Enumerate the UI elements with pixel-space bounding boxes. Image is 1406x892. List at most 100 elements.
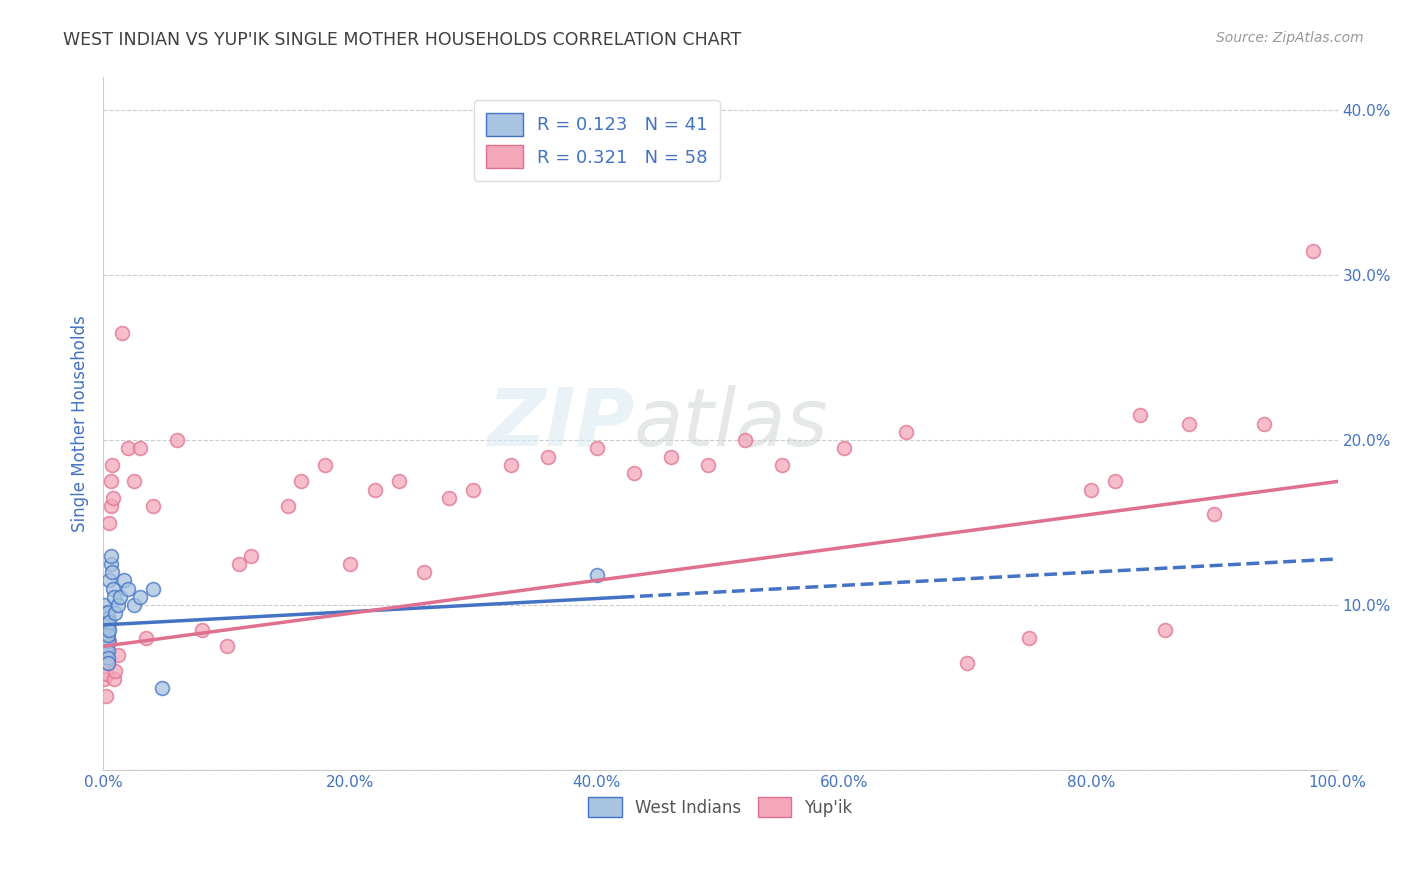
Point: [96, 613, 118, 627]
Point: [94, 689, 117, 703]
Y-axis label: Single Mother Households: Single Mother Households: [72, 316, 89, 533]
Point: [97, 611, 120, 625]
Point: [94, 615, 117, 629]
Point: [93, 598, 115, 612]
Point: [110, 590, 132, 604]
Point: [93, 673, 115, 687]
Point: [97, 623, 120, 637]
Point: [97, 656, 120, 670]
Text: atlas: atlas: [634, 384, 828, 463]
Point: [93, 618, 115, 632]
Point: [734, 434, 756, 448]
Point: [111, 326, 134, 340]
Point: [240, 549, 263, 563]
Point: [117, 582, 139, 596]
Point: [100, 499, 122, 513]
Point: [94, 651, 117, 665]
Point: [1204, 508, 1226, 522]
Point: [103, 673, 125, 687]
Point: [586, 568, 609, 582]
Point: [97, 618, 120, 632]
Point: [135, 631, 157, 645]
Text: WEST INDIAN VS YUP'IK SINGLE MOTHER HOUSEHOLDS CORRELATION CHART: WEST INDIAN VS YUP'IK SINGLE MOTHER HOUS…: [63, 31, 741, 49]
Point: [1178, 417, 1201, 431]
Point: [97, 623, 120, 637]
Point: [96, 644, 118, 658]
Point: [96, 619, 118, 633]
Point: [1253, 417, 1275, 431]
Point: [191, 623, 214, 637]
Point: [129, 590, 152, 604]
Point: [339, 557, 361, 571]
Point: [97, 615, 120, 629]
Point: [101, 491, 124, 505]
Point: [101, 582, 124, 596]
Point: [100, 549, 122, 563]
Point: [894, 425, 917, 439]
Point: [100, 475, 122, 489]
Point: [129, 442, 152, 456]
Point: [100, 557, 122, 571]
Point: [107, 598, 129, 612]
Point: [956, 656, 979, 670]
Point: [96, 607, 118, 621]
Point: [96, 640, 118, 654]
Point: [437, 491, 460, 505]
Point: [98, 574, 121, 588]
Point: [290, 475, 312, 489]
Point: [1302, 244, 1324, 258]
Point: [364, 483, 387, 497]
Point: [97, 656, 120, 670]
Point: [413, 565, 436, 579]
Point: [463, 483, 485, 497]
Point: [100, 565, 122, 579]
Text: ZIP: ZIP: [486, 384, 634, 463]
Point: [215, 640, 238, 654]
Point: [117, 442, 139, 456]
Point: [388, 475, 411, 489]
Point: [97, 628, 120, 642]
Text: Source: ZipAtlas.com: Source: ZipAtlas.com: [1216, 31, 1364, 45]
Point: [499, 458, 522, 472]
Point: [107, 648, 129, 662]
Point: [141, 499, 163, 513]
Point: [1153, 623, 1175, 637]
Point: [112, 574, 135, 588]
Point: [94, 623, 117, 637]
Point: [96, 626, 118, 640]
Point: [122, 475, 145, 489]
Point: [97, 644, 120, 658]
Point: [97, 634, 120, 648]
Point: [623, 466, 645, 480]
Point: [103, 590, 125, 604]
Legend: West Indians, Yup'ik: West Indians, Yup'ik: [582, 790, 859, 824]
Point: [314, 458, 336, 472]
Point: [94, 611, 117, 625]
Point: [697, 458, 720, 472]
Point: [98, 615, 121, 629]
Point: [659, 450, 682, 464]
Point: [94, 644, 117, 658]
Point: [122, 598, 145, 612]
Point: [98, 623, 121, 637]
Point: [93, 607, 115, 621]
Point: [100, 458, 122, 472]
Point: [277, 499, 299, 513]
Point: [1129, 409, 1152, 423]
Point: [1104, 475, 1126, 489]
Point: [586, 442, 609, 456]
Point: [536, 450, 558, 464]
Point: [96, 667, 118, 681]
Point: [94, 634, 117, 648]
Point: [150, 681, 173, 695]
Point: [1018, 631, 1040, 645]
Point: [98, 516, 121, 530]
Point: [104, 607, 127, 621]
Point: [1080, 483, 1102, 497]
Point: [97, 651, 120, 665]
Point: [94, 631, 117, 645]
Point: [98, 634, 121, 648]
Point: [228, 557, 250, 571]
Point: [104, 664, 127, 678]
Point: [96, 631, 118, 645]
